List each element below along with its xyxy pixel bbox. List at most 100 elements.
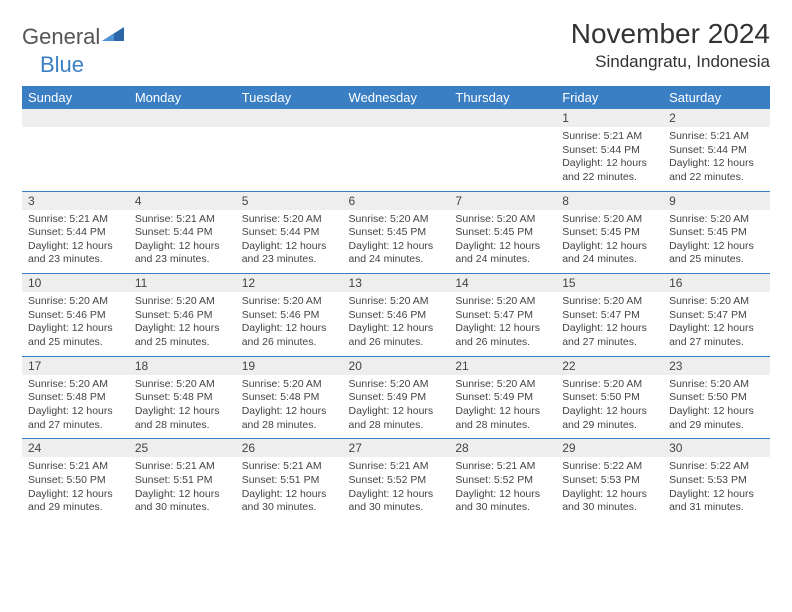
day-details: Sunrise: 5:21 AMSunset: 5:52 PMDaylight:… [343, 457, 450, 521]
day-number: 4 [129, 192, 236, 210]
day-details: Sunrise: 5:20 AMSunset: 5:46 PMDaylight:… [343, 292, 450, 356]
daylight-line: Daylight: 12 hours and 24 minutes. [455, 240, 550, 267]
sunset-line: Sunset: 5:50 PM [28, 474, 123, 488]
day-number: 14 [449, 274, 556, 292]
daylight-line: Daylight: 12 hours and 24 minutes. [562, 240, 657, 267]
day-header: Saturday [663, 86, 770, 109]
daylight-line: Daylight: 12 hours and 27 minutes. [562, 322, 657, 349]
sunrise-line: Sunrise: 5:20 AM [562, 213, 657, 227]
sunset-line: Sunset: 5:46 PM [242, 309, 337, 323]
sunrise-line: Sunrise: 5:20 AM [242, 213, 337, 227]
day-number: 19 [236, 357, 343, 375]
day-number: 27 [343, 439, 450, 457]
calendar-cell: 8Sunrise: 5:20 AMSunset: 5:45 PMDaylight… [556, 191, 663, 274]
sunset-line: Sunset: 5:50 PM [669, 391, 764, 405]
daylight-line: Daylight: 12 hours and 23 minutes. [135, 240, 230, 267]
logo-blue-wrap: Blue [22, 52, 142, 78]
day-details: Sunrise: 5:22 AMSunset: 5:53 PMDaylight:… [663, 457, 770, 521]
calendar-cell: 16Sunrise: 5:20 AMSunset: 5:47 PMDayligh… [663, 274, 770, 357]
calendar-week: 10Sunrise: 5:20 AMSunset: 5:46 PMDayligh… [22, 274, 770, 357]
day-details: Sunrise: 5:21 AMSunset: 5:51 PMDaylight:… [236, 457, 343, 521]
sunset-line: Sunset: 5:46 PM [349, 309, 444, 323]
sunrise-line: Sunrise: 5:20 AM [349, 213, 444, 227]
sunrise-line: Sunrise: 5:21 AM [135, 213, 230, 227]
day-number: 22 [556, 357, 663, 375]
day-details: Sunrise: 5:21 AMSunset: 5:44 PMDaylight:… [129, 210, 236, 274]
calendar-cell [236, 109, 343, 191]
calendar-cell: 7Sunrise: 5:20 AMSunset: 5:45 PMDaylight… [449, 191, 556, 274]
day-details: Sunrise: 5:21 AMSunset: 5:44 PMDaylight:… [663, 127, 770, 191]
sunrise-line: Sunrise: 5:20 AM [562, 378, 657, 392]
calendar-cell: 25Sunrise: 5:21 AMSunset: 5:51 PMDayligh… [129, 439, 236, 521]
logo-text-blue: Blue [22, 52, 84, 77]
day-number: 12 [236, 274, 343, 292]
day-details: Sunrise: 5:20 AMSunset: 5:45 PMDaylight:… [343, 210, 450, 274]
sunrise-line: Sunrise: 5:21 AM [669, 130, 764, 144]
calendar-week: 3Sunrise: 5:21 AMSunset: 5:44 PMDaylight… [22, 191, 770, 274]
day-number: 1 [556, 109, 663, 127]
sunset-line: Sunset: 5:50 PM [562, 391, 657, 405]
sunrise-line: Sunrise: 5:20 AM [669, 295, 764, 309]
day-number: 8 [556, 192, 663, 210]
calendar-cell: 2Sunrise: 5:21 AMSunset: 5:44 PMDaylight… [663, 109, 770, 191]
location: Sindangratu, Indonesia [571, 52, 770, 72]
daylight-line: Daylight: 12 hours and 23 minutes. [242, 240, 337, 267]
day-number: 10 [22, 274, 129, 292]
sunrise-line: Sunrise: 5:20 AM [562, 295, 657, 309]
day-header: Tuesday [236, 86, 343, 109]
daylight-line: Daylight: 12 hours and 25 minutes. [28, 322, 123, 349]
calendar-cell: 17Sunrise: 5:20 AMSunset: 5:48 PMDayligh… [22, 356, 129, 439]
daylight-line: Daylight: 12 hours and 30 minutes. [455, 488, 550, 515]
day-number: 7 [449, 192, 556, 210]
sunset-line: Sunset: 5:45 PM [669, 226, 764, 240]
sunset-line: Sunset: 5:48 PM [28, 391, 123, 405]
day-number: 2 [663, 109, 770, 127]
sunset-line: Sunset: 5:45 PM [455, 226, 550, 240]
day-number: 16 [663, 274, 770, 292]
day-number: 23 [663, 357, 770, 375]
daylight-line: Daylight: 12 hours and 30 minutes. [562, 488, 657, 515]
daylight-line: Daylight: 12 hours and 28 minutes. [349, 405, 444, 432]
day-number: 17 [22, 357, 129, 375]
sunset-line: Sunset: 5:44 PM [242, 226, 337, 240]
day-number: 9 [663, 192, 770, 210]
sunset-line: Sunset: 5:44 PM [135, 226, 230, 240]
daylight-line: Daylight: 12 hours and 29 minutes. [28, 488, 123, 515]
day-details: Sunrise: 5:20 AMSunset: 5:45 PMDaylight:… [449, 210, 556, 274]
calendar-cell: 28Sunrise: 5:21 AMSunset: 5:52 PMDayligh… [449, 439, 556, 521]
sunset-line: Sunset: 5:48 PM [135, 391, 230, 405]
sunset-line: Sunset: 5:51 PM [242, 474, 337, 488]
day-details: Sunrise: 5:20 AMSunset: 5:44 PMDaylight:… [236, 210, 343, 274]
calendar-cell: 4Sunrise: 5:21 AMSunset: 5:44 PMDaylight… [129, 191, 236, 274]
sunrise-line: Sunrise: 5:20 AM [455, 295, 550, 309]
sunset-line: Sunset: 5:45 PM [562, 226, 657, 240]
day-details: Sunrise: 5:20 AMSunset: 5:45 PMDaylight:… [663, 210, 770, 274]
sunset-line: Sunset: 5:44 PM [28, 226, 123, 240]
calendar-cell: 5Sunrise: 5:20 AMSunset: 5:44 PMDaylight… [236, 191, 343, 274]
day-details: Sunrise: 5:21 AMSunset: 5:52 PMDaylight:… [449, 457, 556, 521]
sunrise-line: Sunrise: 5:20 AM [135, 378, 230, 392]
calendar-cell: 11Sunrise: 5:20 AMSunset: 5:46 PMDayligh… [129, 274, 236, 357]
sunrise-line: Sunrise: 5:20 AM [669, 213, 764, 227]
calendar-week: 1Sunrise: 5:21 AMSunset: 5:44 PMDaylight… [22, 109, 770, 191]
sunset-line: Sunset: 5:49 PM [349, 391, 444, 405]
day-number: 18 [129, 357, 236, 375]
day-number: 24 [22, 439, 129, 457]
day-header-row: Sunday Monday Tuesday Wednesday Thursday… [22, 86, 770, 109]
day-details: Sunrise: 5:20 AMSunset: 5:46 PMDaylight:… [236, 292, 343, 356]
day-header: Friday [556, 86, 663, 109]
calendar-cell: 27Sunrise: 5:21 AMSunset: 5:52 PMDayligh… [343, 439, 450, 521]
day-details: Sunrise: 5:20 AMSunset: 5:45 PMDaylight:… [556, 210, 663, 274]
calendar-table: Sunday Monday Tuesday Wednesday Thursday… [22, 86, 770, 521]
sunrise-line: Sunrise: 5:20 AM [28, 295, 123, 309]
daylight-line: Daylight: 12 hours and 29 minutes. [562, 405, 657, 432]
day-header: Sunday [22, 86, 129, 109]
sunrise-line: Sunrise: 5:21 AM [562, 130, 657, 144]
sunrise-line: Sunrise: 5:20 AM [669, 378, 764, 392]
title-block: November 2024 Sindangratu, Indonesia [571, 18, 770, 72]
sunset-line: Sunset: 5:47 PM [455, 309, 550, 323]
sunrise-line: Sunrise: 5:21 AM [28, 213, 123, 227]
daylight-line: Daylight: 12 hours and 22 minutes. [669, 157, 764, 184]
calendar-cell: 24Sunrise: 5:21 AMSunset: 5:50 PMDayligh… [22, 439, 129, 521]
day-number: 29 [556, 439, 663, 457]
